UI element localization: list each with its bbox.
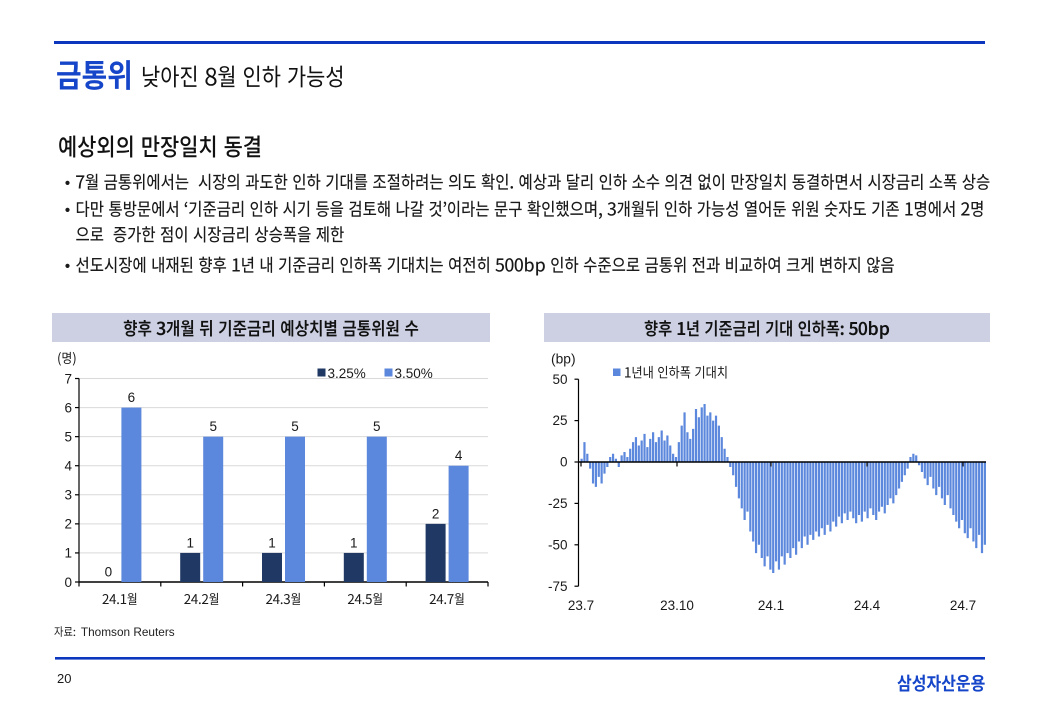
svg-text:-75: -75 <box>548 579 568 594</box>
svg-text:1: 1 <box>350 535 358 550</box>
svg-text:3.25%: 3.25% <box>328 366 366 381</box>
svg-text:0: 0 <box>105 565 113 580</box>
svg-text:5: 5 <box>373 419 381 434</box>
svg-text:5: 5 <box>291 419 299 434</box>
svg-text:24.4: 24.4 <box>854 598 881 613</box>
svg-text:Thomson Reuters: Thomson Reuters <box>81 625 175 639</box>
svg-text:2: 2 <box>64 517 72 532</box>
svg-text:6: 6 <box>64 400 72 415</box>
svg-text:24.1: 24.1 <box>758 598 784 613</box>
svg-text:25: 25 <box>552 413 567 428</box>
svg-text:5: 5 <box>209 419 217 434</box>
svg-text:(bp): (bp) <box>551 352 576 367</box>
svg-text:0: 0 <box>64 575 72 590</box>
svg-text:-25: -25 <box>548 496 568 511</box>
svg-text:50: 50 <box>552 372 567 387</box>
svg-text:7: 7 <box>64 371 72 386</box>
svg-text:23.10: 23.10 <box>660 598 694 613</box>
svg-text:-50: -50 <box>548 537 568 552</box>
svg-text:0: 0 <box>560 455 568 470</box>
svg-text:6: 6 <box>128 390 136 405</box>
svg-text:1: 1 <box>268 535 276 550</box>
svg-text:1: 1 <box>186 535 194 550</box>
svg-text:24.7: 24.7 <box>950 598 976 613</box>
svg-text:1: 1 <box>64 546 72 561</box>
svg-text:2: 2 <box>432 506 440 521</box>
svg-text:3.50%: 3.50% <box>395 366 433 381</box>
svg-text:23.7: 23.7 <box>568 598 594 613</box>
svg-text:20: 20 <box>57 671 71 686</box>
svg-text:3: 3 <box>64 488 72 503</box>
svg-text:4: 4 <box>455 448 463 463</box>
svg-text:5: 5 <box>64 429 72 444</box>
svg-text:4: 4 <box>64 459 72 474</box>
